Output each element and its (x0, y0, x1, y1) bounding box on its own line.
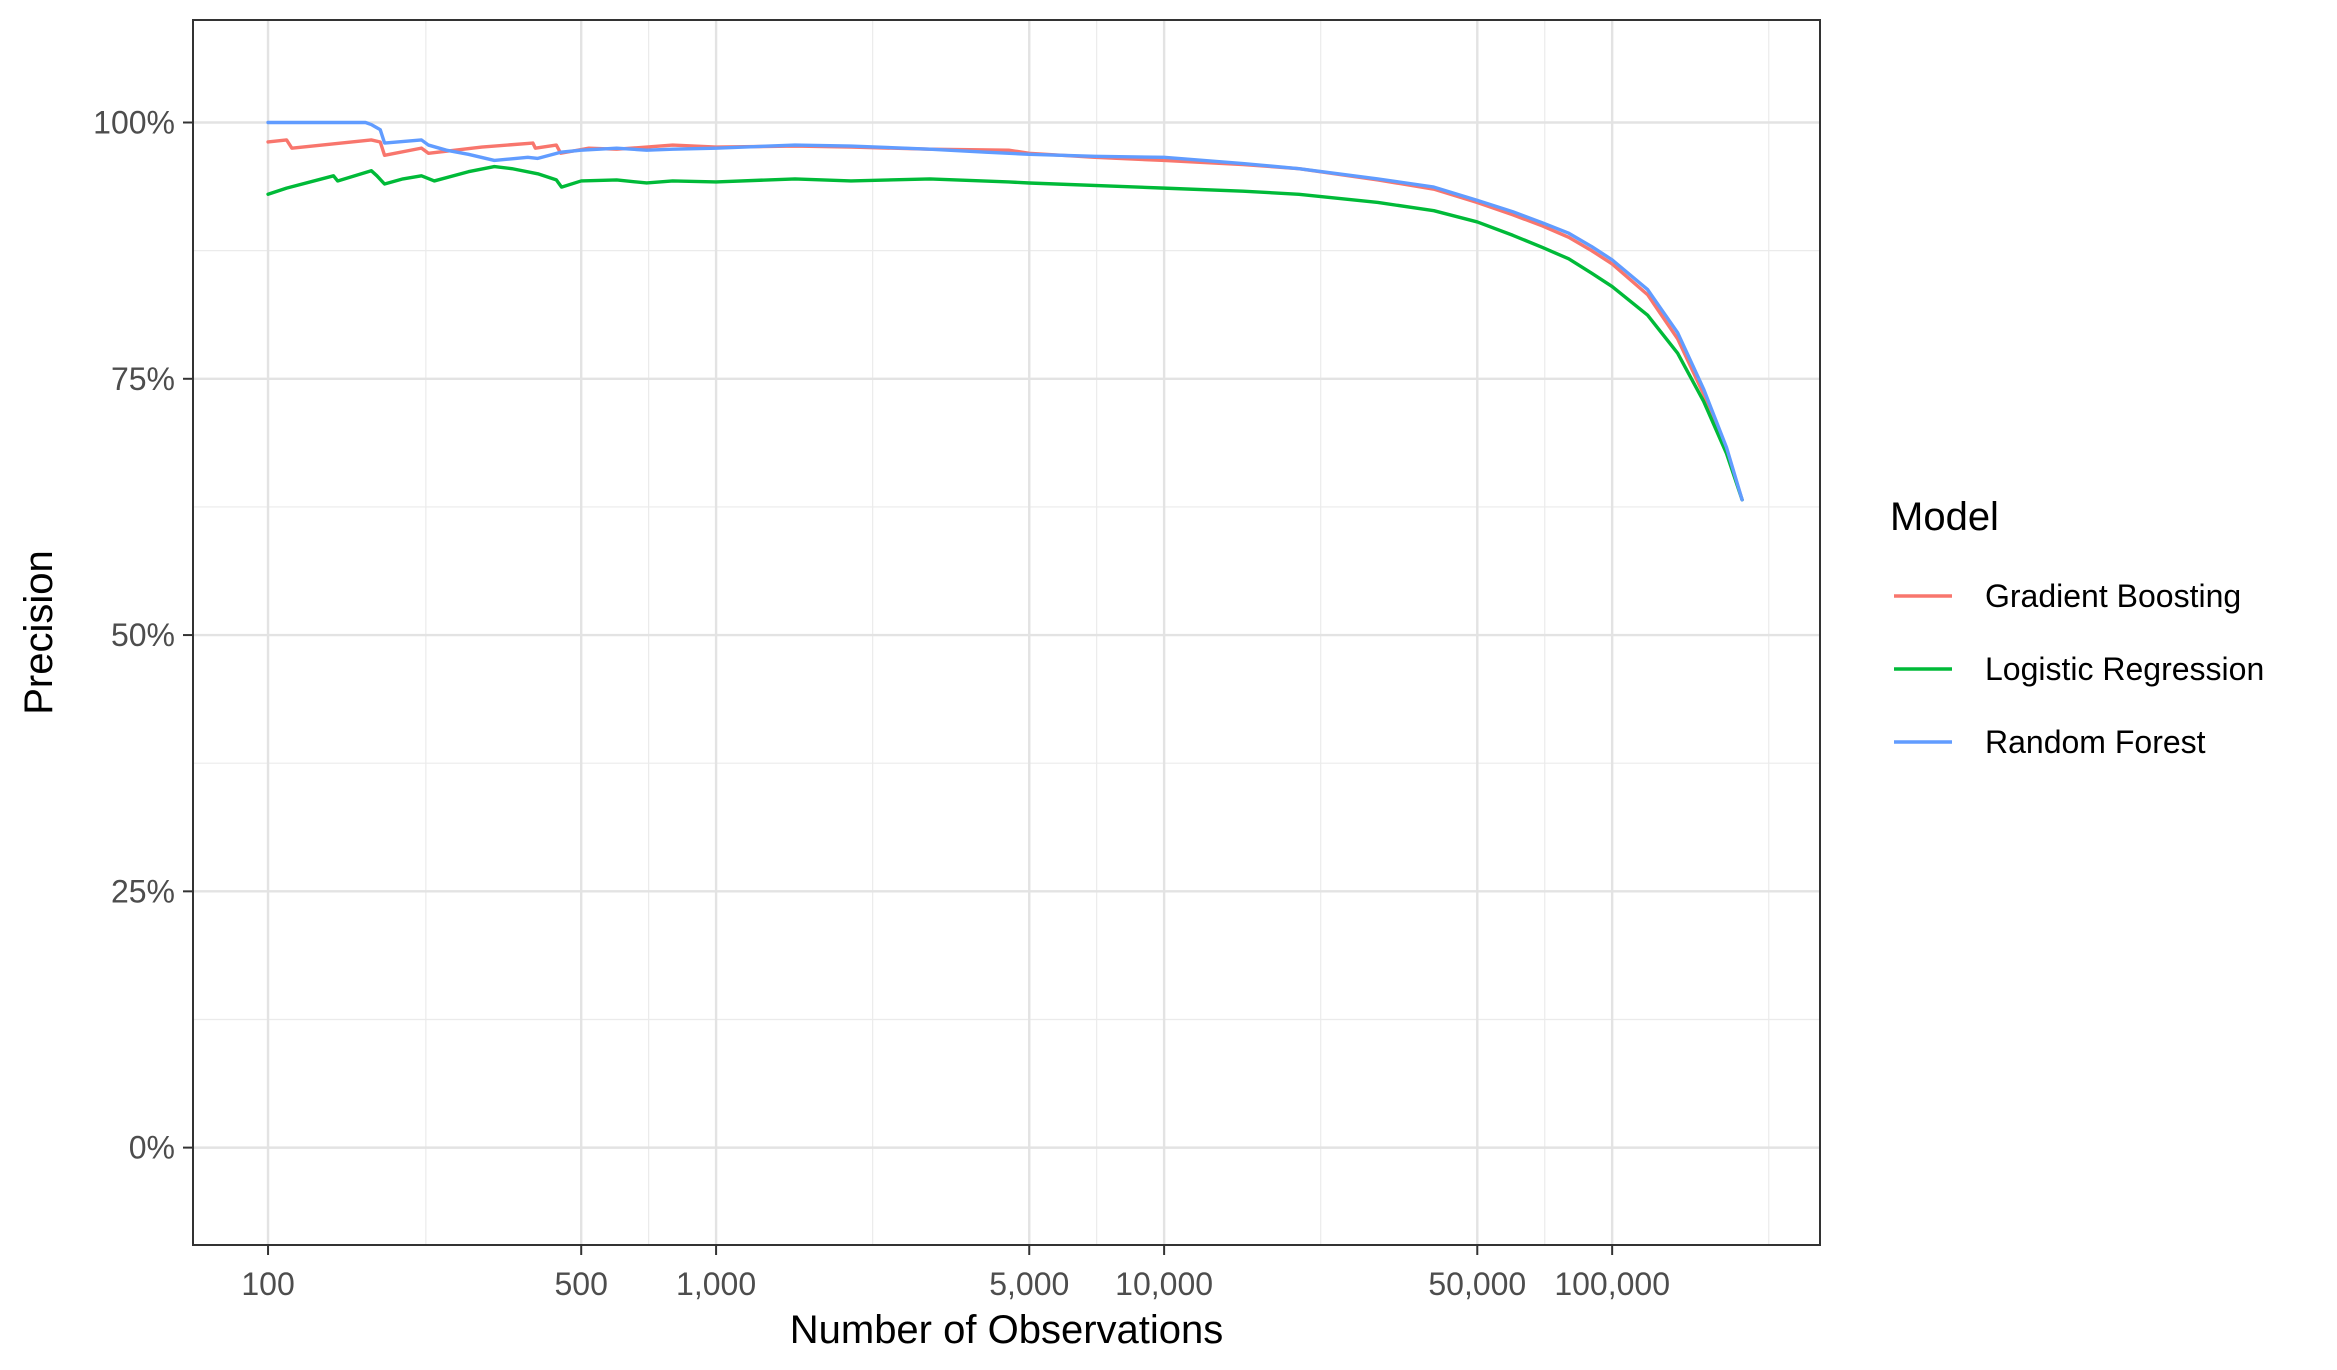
x-tick-label: 100 (241, 1266, 294, 1302)
x-tick-label: 50,000 (1428, 1266, 1526, 1302)
y-tick-label: 50% (111, 617, 175, 653)
y-tick-label: 25% (111, 873, 175, 909)
x-tick-label: 500 (555, 1266, 608, 1302)
major-gridlines (193, 20, 1820, 1245)
x-tick-label: 5,000 (989, 1266, 1069, 1302)
series-lines (266, 120, 1744, 502)
y-axis: 0% 25% 50% 75% 100% (93, 105, 193, 1166)
x-axis-title: Number of Observations (790, 1308, 1224, 1352)
plot-panel (193, 20, 1820, 1245)
legend-title: Model (1890, 495, 1999, 539)
y-axis-title: Precision (17, 550, 61, 715)
y-tick-label: 100% (93, 105, 175, 141)
legend-label-gradient-boosting: Gradient Boosting (1985, 578, 2241, 614)
legend: Model Gradient Boosting Logistic Regressi… (1890, 495, 2264, 760)
y-tick-label: 0% (129, 1130, 175, 1166)
x-axis: 100 500 1,000 5,000 10,000 50,000 100,000 (241, 1245, 1670, 1302)
legend-label-random-forest: Random Forest (1985, 724, 2206, 760)
series-line-random-forest (266, 120, 1744, 502)
plot-panel-border (192, 19, 1821, 1246)
x-tick-label: 100,000 (1554, 1266, 1670, 1302)
series-line-logistic-regression (266, 164, 1744, 502)
x-tick-label: 1,000 (676, 1266, 756, 1302)
x-tick-label: 10,000 (1115, 1266, 1213, 1302)
y-tick-label: 75% (111, 361, 175, 397)
legend-label-logistic-regression: Logistic Regression (1985, 651, 2264, 687)
